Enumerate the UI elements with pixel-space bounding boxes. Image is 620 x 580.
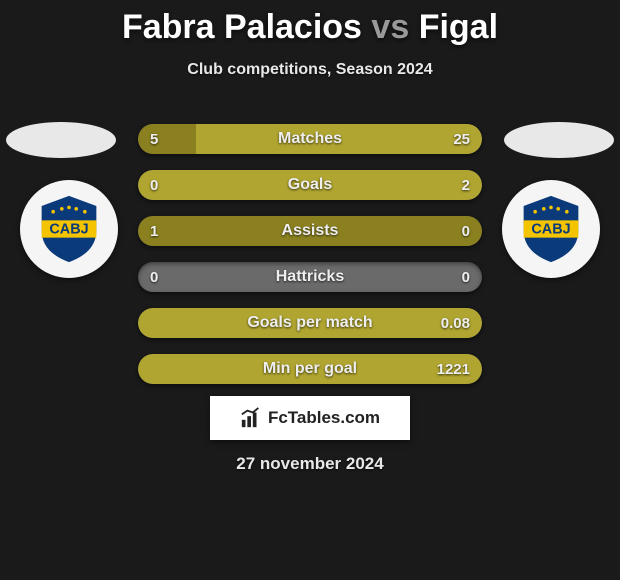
stat-row: 10Assists xyxy=(138,216,482,246)
stat-label: Hattricks xyxy=(138,262,482,292)
brand-box: FcTables.com xyxy=(210,396,410,440)
player1-oval xyxy=(6,122,116,158)
stat-row: 0.08Goals per match xyxy=(138,308,482,338)
stat-bars: 525Matches 02Goals 10Assists 00Hattricks 0.0… xyxy=(138,124,482,400)
player1-name: Fabra Palacios xyxy=(122,8,362,46)
stat-label: Goals per match xyxy=(138,308,482,338)
subtitle: Club competitions, Season 2024 xyxy=(0,61,620,79)
club-crest-icon: CABJ xyxy=(33,193,105,265)
player2-name: Figal xyxy=(419,8,498,46)
player2-oval xyxy=(504,122,614,158)
svg-text:CABJ: CABJ xyxy=(49,221,88,237)
svg-text:CABJ: CABJ xyxy=(531,221,570,237)
stat-row: 02Goals xyxy=(138,170,482,200)
player2-club-badge: CABJ xyxy=(502,180,600,278)
vs-text: vs xyxy=(371,8,409,46)
date-text: 27 november 2024 xyxy=(0,454,620,474)
club-crest-icon: CABJ xyxy=(515,193,587,265)
page-title: Fabra Palacios vs Figal xyxy=(0,0,620,47)
brand-text: FcTables.com xyxy=(268,408,380,428)
stat-row: 00Hattricks xyxy=(138,262,482,292)
stat-row: 1221Min per goal xyxy=(138,354,482,384)
player1-club-badge: CABJ xyxy=(20,180,118,278)
stat-label: Matches xyxy=(138,124,482,154)
stat-row: 525Matches xyxy=(138,124,482,154)
stat-label: Min per goal xyxy=(138,354,482,384)
stat-label: Goals xyxy=(138,170,482,200)
stat-label: Assists xyxy=(138,216,482,246)
chart-icon xyxy=(240,407,262,429)
